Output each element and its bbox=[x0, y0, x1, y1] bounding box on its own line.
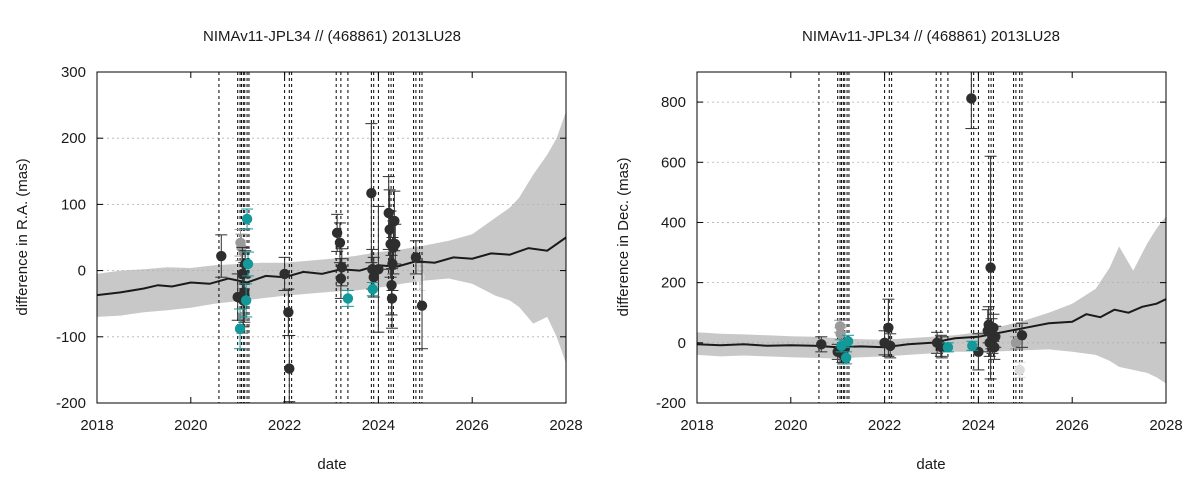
ra-difference-panel: NIMAv11-JPL34 // (468861) 2013LU28 date … bbox=[14, 28, 583, 473]
dec-data-point bbox=[990, 331, 1001, 342]
ra-data-point bbox=[383, 207, 394, 219]
dec-x-tick-label: 2024 bbox=[962, 417, 995, 434]
ra-x-tick-label: 2020 bbox=[174, 417, 207, 434]
dec-x-tick-label: 2022 bbox=[868, 417, 901, 434]
ra-data-point bbox=[234, 323, 246, 335]
ra-chart-title: NIMAv11-JPL34 // (468861) 2013LU28 bbox=[203, 28, 461, 45]
dec-data-point bbox=[988, 322, 999, 333]
dec-chart-title: NIMAv11-JPL34 // (468861) 2013LU28 bbox=[802, 28, 1060, 45]
ra-mean-curve bbox=[97, 236, 566, 297]
dec-x-axis-label: date bbox=[916, 456, 945, 473]
ra-data-point bbox=[216, 250, 227, 262]
ra-data-point bbox=[342, 293, 354, 304]
ra-uncertainty-band bbox=[97, 111, 566, 364]
dec-data-point bbox=[835, 328, 846, 339]
dec-x-tick-label: 2018 bbox=[680, 417, 713, 434]
dec-data-point bbox=[840, 352, 852, 364]
ra-y-tick-label: -100 bbox=[56, 329, 86, 346]
ra-data-point bbox=[242, 258, 254, 270]
ra-y-tick-label: 100 bbox=[61, 196, 86, 213]
dec-data-point bbox=[1014, 364, 1025, 376]
dec-data-point bbox=[885, 340, 896, 352]
ra-x-tick-label: 2024 bbox=[362, 417, 395, 434]
ra-data-point bbox=[389, 215, 400, 227]
ra-data-point bbox=[366, 187, 377, 199]
ra-data-point bbox=[283, 307, 294, 318]
dec-x-tick-label: 2020 bbox=[774, 417, 807, 434]
ra-data-point bbox=[384, 224, 395, 235]
ra-y-tick-label: 300 bbox=[61, 64, 86, 81]
ra-data-point bbox=[284, 363, 295, 374]
dec-y-tick-label: 600 bbox=[661, 154, 686, 171]
dec-data-point bbox=[985, 262, 996, 273]
ra-data-point bbox=[241, 213, 253, 225]
ra-y-axis-label: difference in R.A. (mas) bbox=[14, 158, 31, 315]
dec-difference-panel: NIMAv11-JPL34 // (468861) 2013LU28 date … bbox=[615, 28, 1183, 473]
ra-data-point bbox=[367, 283, 378, 295]
ra-data-point bbox=[416, 300, 428, 311]
ra-data-point bbox=[335, 273, 347, 284]
ra-data-point bbox=[279, 268, 290, 280]
dec-y-tick-label: 0 bbox=[678, 335, 686, 352]
dec-data-point bbox=[966, 93, 977, 104]
ra-data-point bbox=[240, 295, 252, 306]
ra-data-point bbox=[410, 252, 422, 263]
dec-uncertainty-band bbox=[697, 216, 1166, 384]
dec-data-point bbox=[883, 322, 894, 333]
dec-y-axis-label: difference in Dec. (mas) bbox=[615, 158, 632, 317]
ra-x-tick-label: 2028 bbox=[549, 417, 582, 434]
ra-data-point bbox=[336, 262, 348, 273]
ra-data-point bbox=[239, 287, 250, 298]
ra-x-axis-label: date bbox=[317, 456, 346, 473]
ra-x-tick-label: 2026 bbox=[456, 417, 489, 434]
dec-y-tick-label: 800 bbox=[661, 94, 686, 111]
ra-x-tick-label: 2022 bbox=[268, 417, 301, 434]
ra-data-point bbox=[368, 272, 379, 283]
ra-y-tick-label: 0 bbox=[78, 263, 86, 280]
ra-plot-frame bbox=[96, 71, 567, 404]
dec-y-tick-label: 200 bbox=[661, 275, 686, 292]
dec-y-tick-label: 400 bbox=[661, 214, 686, 231]
dec-data-point bbox=[1010, 337, 1022, 349]
ra-data-point bbox=[386, 293, 398, 304]
dec-data-point bbox=[816, 339, 827, 350]
dec-y-tick-label: -200 bbox=[656, 395, 686, 412]
dec-data-point bbox=[967, 340, 978, 352]
dec-x-tick-label: 2026 bbox=[1056, 417, 1089, 434]
dec-x-tick-label: 2028 bbox=[1149, 417, 1182, 434]
dec-data-point bbox=[834, 321, 846, 332]
dec-data-point bbox=[942, 342, 954, 353]
ra-data-point bbox=[373, 264, 384, 275]
dec-data-point bbox=[842, 336, 854, 347]
ra-data-point bbox=[334, 237, 346, 248]
ra-x-tick-label: 2018 bbox=[80, 417, 113, 434]
ra-y-tick-label: -200 bbox=[56, 395, 86, 412]
ra-data-point bbox=[331, 227, 343, 239]
dec-plot-frame bbox=[696, 71, 1167, 404]
ra-y-tick-label: 200 bbox=[61, 130, 86, 147]
ra-data-point bbox=[390, 238, 401, 250]
dec-data-point bbox=[1016, 330, 1028, 341]
dec-mean-curve bbox=[697, 298, 1166, 349]
